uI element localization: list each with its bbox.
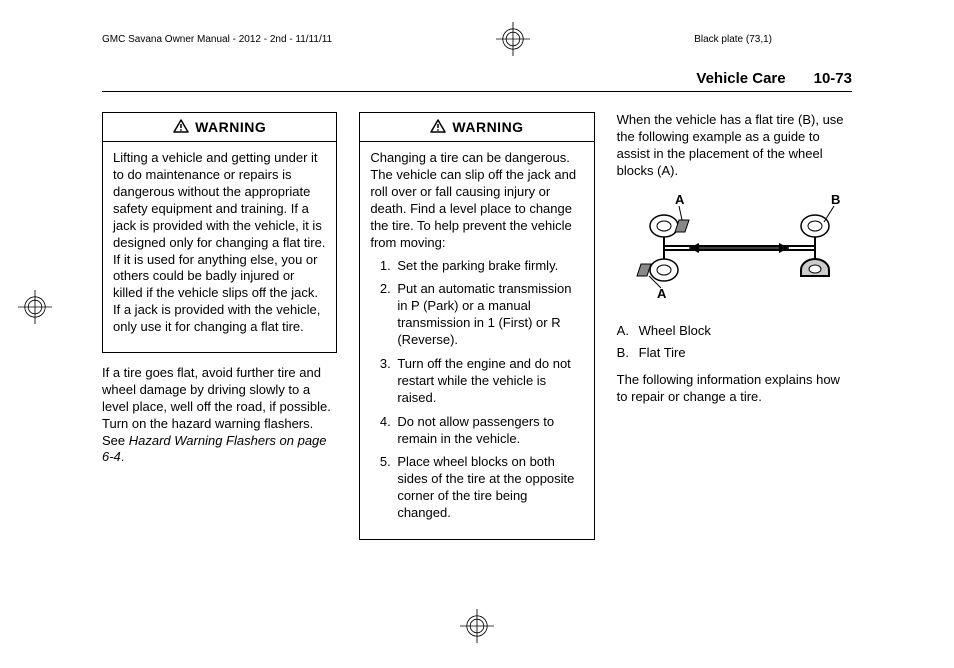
col1-para-b: . (121, 449, 125, 464)
warning-label-1: WARNING (195, 118, 266, 136)
warning-intro-2: Changing a tire can be dangerous. The ve… (370, 150, 583, 251)
step-3: Turn off the engine and do not restart w… (394, 356, 583, 407)
legend-item-a: A. Wheel Block (617, 323, 852, 340)
warning-box-1: WARNING Lifting a vehicle and getting un… (102, 112, 337, 353)
diagram-label-B: B (831, 192, 840, 207)
diagram-label-A-bottom: A (657, 286, 667, 301)
page-body: Vehicle Care 10-73 WARNING Lift (102, 70, 852, 608)
registration-mark-bottom (460, 609, 494, 648)
warning-header-2: WARNING (360, 113, 593, 142)
print-header: GMC Savana Owner Manual - 2012 - 2nd - 1… (102, 22, 852, 56)
content-columns: WARNING Lifting a vehicle and getting un… (102, 112, 852, 552)
diagram-legend: A. Wheel Block B. Flat Tire (617, 323, 852, 362)
plate-label: Black plate (73,1) (694, 34, 852, 45)
section-title: Vehicle Care (696, 70, 785, 87)
legend-text-a: Wheel Block (639, 323, 711, 340)
column-3: When the vehicle has a flat tire (B), us… (617, 112, 852, 552)
warning-body-1: Lifting a vehicle and getting under it t… (103, 142, 336, 352)
diagram-label-A-top: A (675, 192, 685, 207)
step-1: Set the parking brake firmly. (394, 258, 583, 275)
page-header: Vehicle Care 10-73 (102, 70, 852, 92)
legend-letter-b: B. (617, 345, 639, 362)
wheel-block-diagram: A B A (617, 190, 852, 310)
column-2: WARNING Changing a tire can be dangerous… (359, 112, 594, 552)
warning-icon (430, 119, 446, 136)
warning-icon (173, 119, 189, 136)
warning-box-2: WARNING Changing a tire can be dangerous… (359, 112, 594, 540)
page-number: 10-73 (814, 70, 852, 87)
warning-steps: Set the parking brake firmly. Put an aut… (370, 258, 583, 522)
col1-para: If a tire goes flat, avoid further tire … (102, 365, 337, 466)
col3-para2: The following information explains how t… (617, 372, 852, 406)
warning-text-1: Lifting a vehicle and getting under it t… (113, 150, 326, 336)
warning-label-2: WARNING (452, 118, 523, 136)
registration-mark-top (496, 22, 530, 56)
warning-header-1: WARNING (103, 113, 336, 142)
warning-body-2: Changing a tire can be dangerous. The ve… (360, 142, 593, 539)
legend-letter-a: A. (617, 323, 639, 340)
step-5: Place wheel blocks on both sides of the … (394, 454, 583, 522)
step-2: Put an automatic transmission in P (Park… (394, 281, 583, 349)
col3-para1: When the vehicle has a flat tire (B), us… (617, 112, 852, 180)
doc-title: GMC Savana Owner Manual - 2012 - 2nd - 1… (102, 34, 332, 45)
legend-text-b: Flat Tire (639, 345, 686, 362)
column-1: WARNING Lifting a vehicle and getting un… (102, 112, 337, 552)
registration-mark-left (18, 290, 52, 329)
step-4: Do not allow passengers to remain in the… (394, 414, 583, 448)
legend-item-b: B. Flat Tire (617, 345, 852, 362)
hazard-ref: Hazard Warning Flashers on page 6‑4 (102, 433, 327, 465)
